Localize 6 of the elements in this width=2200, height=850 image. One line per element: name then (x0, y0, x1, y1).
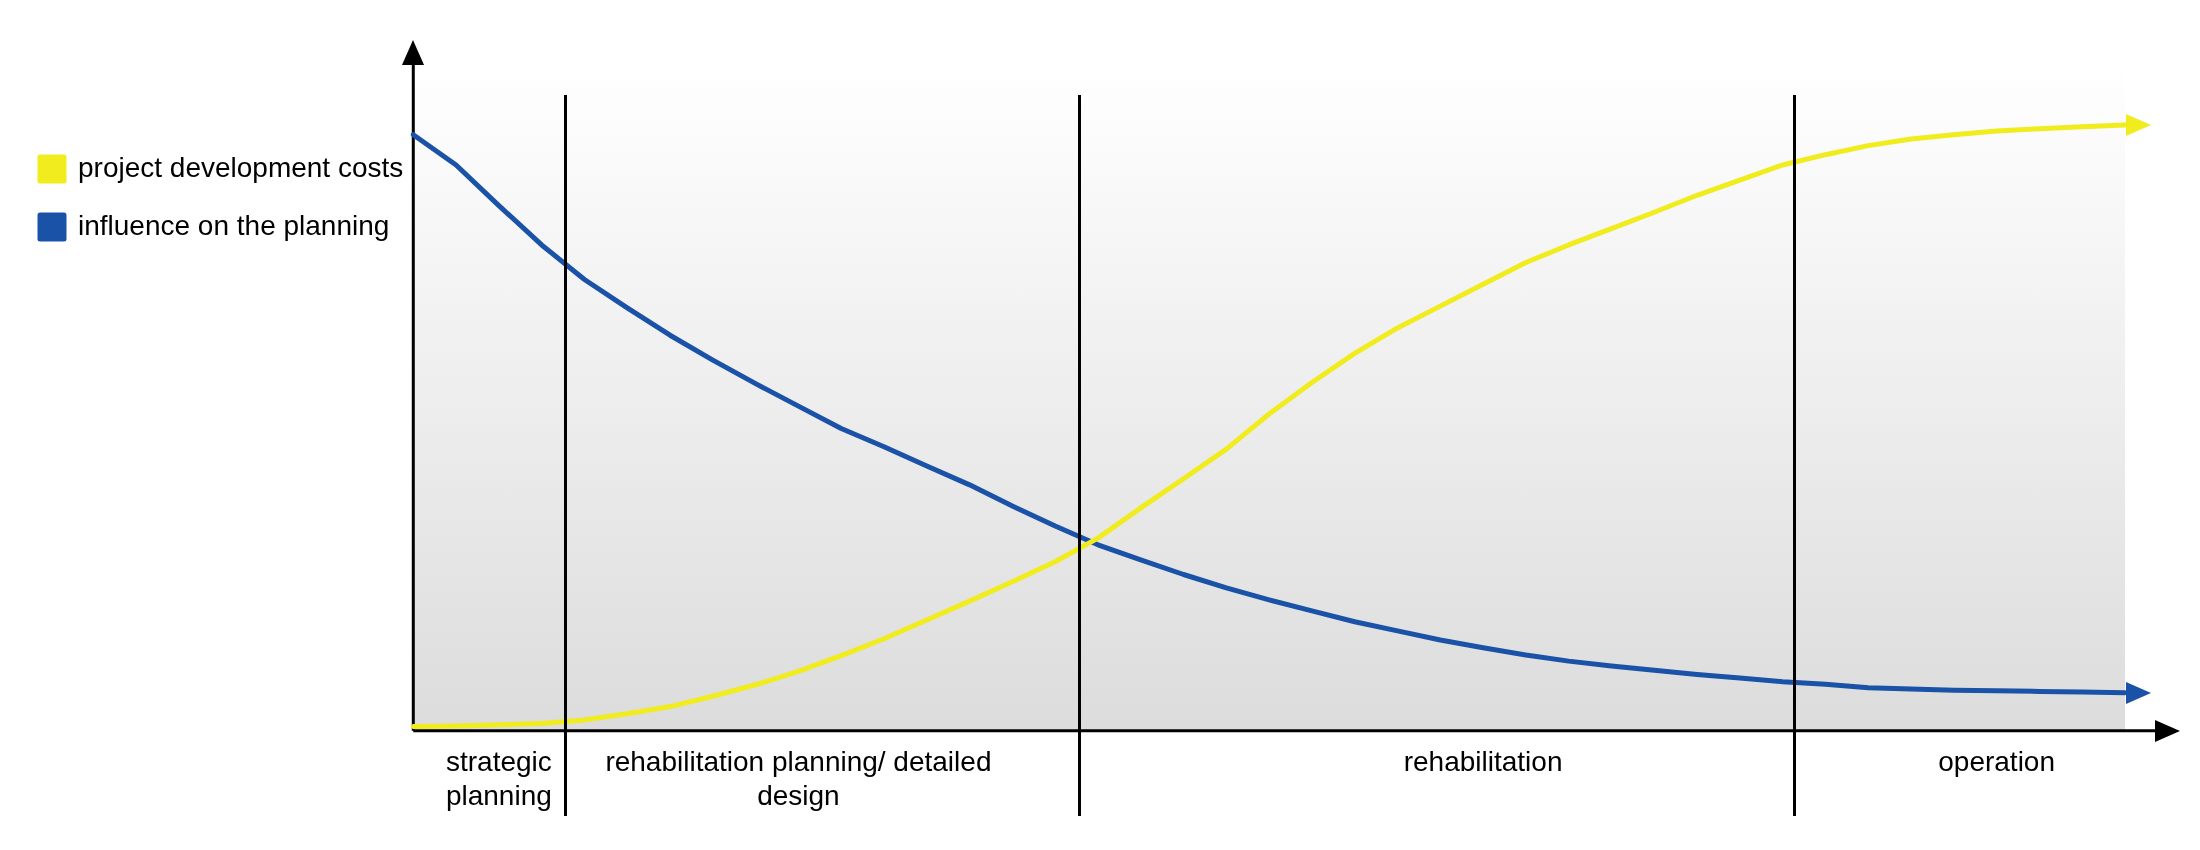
legend-label: project development costs (78, 151, 404, 183)
x-tick-label: strategic planning (445, 746, 552, 811)
x-tick-label: operation (1938, 746, 2055, 778)
legend-label: influence on the planning (78, 209, 390, 241)
x-tick-label: rehabilitation (1403, 746, 1563, 778)
x-tick-label: rehabilitation planning/ detailed design (605, 746, 992, 811)
